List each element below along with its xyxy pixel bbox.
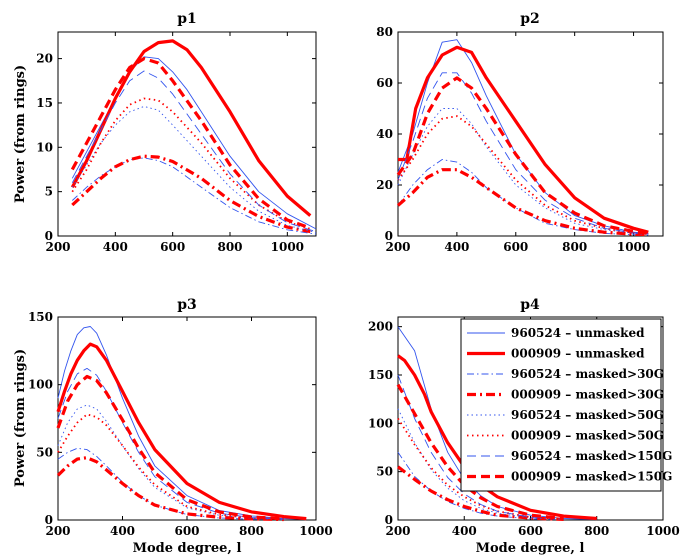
x-tick-label: 200 [45,524,70,538]
tick-group: 200 400 600 800 1000 0 5 10 15 20 [36,32,316,254]
x-tick-label: 400 [452,524,477,538]
series-line-000909-masked-30g [397,465,564,521]
series-line-000909-masked-150g [56,374,284,521]
series-line-000909-masked-30g [396,168,649,237]
series-line-000909-masked-50g [57,413,284,521]
legend-label: 000909 – masked>150G [511,470,672,484]
x-tick-label: 800 [562,240,587,254]
legend-label: 000909 – unmasked [511,347,645,361]
x-tick-label: 400 [444,240,469,254]
y-tick-label: 0 [385,513,393,527]
series-layer [396,39,649,237]
x-axis-label: Mode degree, l [133,541,242,556]
x-tick-label: 1000 [271,240,304,254]
panel-p1: p1 Power (from rings) 200 400 600 800 1000 0 5… [13,11,317,254]
legend-label: 000909 – masked>30G [511,388,664,402]
y-tick-label: 20 [376,178,393,192]
y-tick-label: 0 [45,513,53,527]
legend-label: 960524 – masked>150G [511,449,672,463]
y-tick-label: 200 [368,320,393,334]
series-line-000909-masked-30g [56,456,284,522]
x-tick-label: 200 [385,240,410,254]
x-tick-label: 600 [518,524,543,538]
x-tick-label: 1000 [299,524,332,538]
legend-label: 000909 – masked>50G [511,429,664,443]
legend-label: 960524 – masked>30G [511,367,664,381]
x-tick-label: 800 [584,524,609,538]
legend-label: 960524 – unmasked [511,326,645,340]
y-tick-label: 100 [28,378,53,392]
plot-frame [57,31,317,237]
x-tick-label: 200 [385,524,410,538]
y-tick-label: 5 [45,185,53,199]
series-line-000909-unmasked [70,39,312,217]
panel-title: p3 [177,297,197,313]
x-tick-label: 800 [217,240,242,254]
panel-title: p1 [177,11,197,27]
x-tick-label: 1000 [646,524,679,538]
x-tick-label: 600 [174,524,199,538]
x-axis-label: Mode degree, l [476,541,585,556]
series-line-960524-masked-150g [71,70,317,233]
y-tick-label: 20 [36,52,53,66]
y-tick-label: 50 [376,465,393,479]
y-tick-label: 100 [368,416,393,430]
panel-p4: p4 Mode degree, l 200 400 600 800 1000 0 50 100… [368,297,680,556]
y-tick-label: 150 [28,310,53,324]
series-layer [70,39,317,235]
series-line-000909-masked-150g [70,56,311,230]
series-line-000909-masked-30g [71,154,311,234]
y-tick-label: 80 [376,25,393,39]
legend-rows: 960524 – unmasked 000909 – unmasked 960524… [467,326,672,484]
y-tick-label: 50 [36,445,53,459]
x-tick-label: 600 [503,240,528,254]
series-line-960524-masked-150g [397,72,649,235]
panel-title: p4 [520,297,540,313]
series-line-000909-unmasked [398,45,649,234]
x-tick-label: 200 [45,240,70,254]
series-line-960524-masked-30g [71,157,317,235]
x-tick-label: 1000 [617,240,650,254]
series-line-960524-masked-50g [57,404,284,520]
series-line-000909-masked-50g [397,418,564,520]
panel-title: p2 [520,11,540,27]
series-line-960524-masked-150g [57,367,284,520]
series-line-000909-masked-150g [396,76,649,235]
series-layer [56,326,307,522]
x-tick-label: 600 [160,240,185,254]
tick-group: 200 400 600 800 1000 0 20 40 60 80 [376,25,663,254]
legend-box [460,318,662,492]
series-layer [396,326,597,521]
series-line-000909-unmasked [397,354,597,521]
series-line-000909-unmasked [56,342,307,521]
x-tick-label: 400 [103,240,128,254]
legend-label: 960524 – masked>50G [511,408,664,422]
y-tick-label: 0 [385,229,393,243]
y-tick-label: 40 [376,127,393,141]
series-line-960524-masked-150g [397,374,564,520]
panel-p3: p3 Power (from rings) Mode degree, l 200… [13,297,333,556]
y-tick-label: 15 [36,96,53,110]
x-tick-label: 400 [110,524,135,538]
tick-group: 200 400 600 800 1000 0 50 100 150 [28,310,333,538]
y-axis-label: Power (from rings) [13,349,28,487]
x-tick-label: 800 [239,524,264,538]
y-tick-label: 0 [45,229,53,243]
tick-group: 200 400 600 800 1000 0 50 100 150 200 [368,317,680,538]
y-tick-label: 10 [36,140,53,154]
y-tick-label: 150 [368,368,393,382]
panel-p2: p2 200 400 600 800 1000 0 20 40 60 80 [376,11,664,254]
y-tick-label: 60 [376,76,393,90]
legend: 960524 – unmasked 000909 – unmasked 960524… [460,318,672,492]
y-axis-label: Power (from rings) [13,65,28,203]
